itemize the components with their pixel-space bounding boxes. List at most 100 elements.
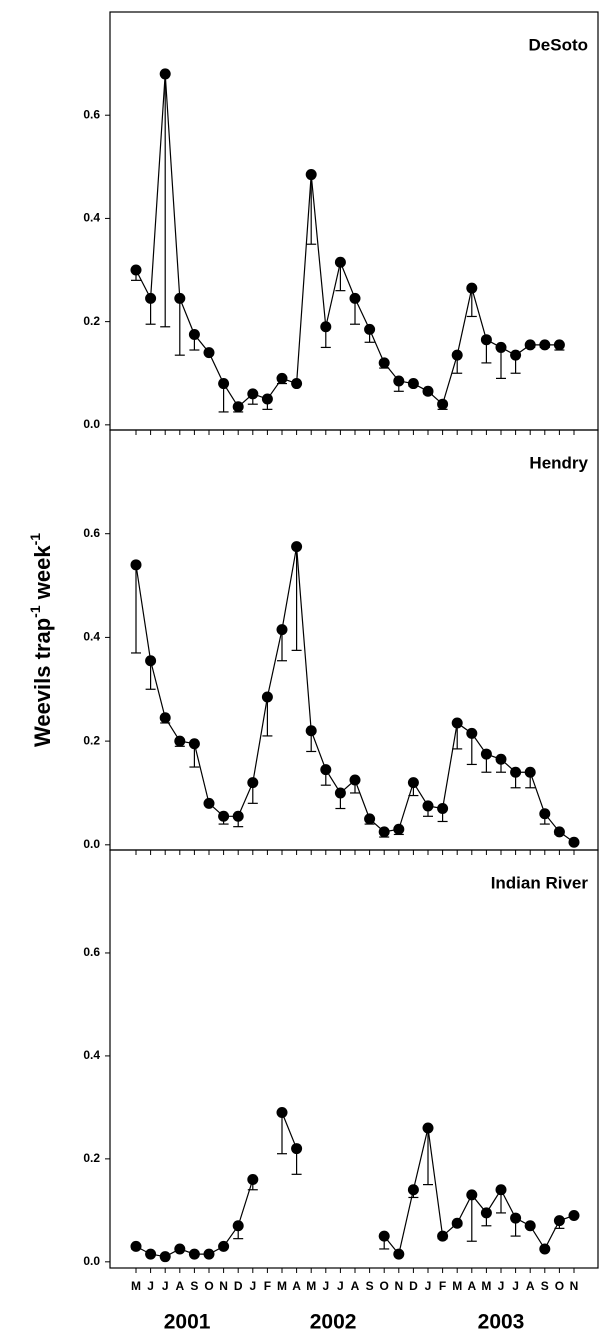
x-tick-label: M — [277, 1279, 287, 1293]
y-axis-title: Weevils trap-1 week-1 — [27, 533, 55, 747]
x-tick-label: J — [337, 1279, 344, 1293]
marker — [393, 823, 405, 835]
marker — [422, 1122, 434, 1134]
x-tick-label: S — [190, 1279, 198, 1293]
error-bar — [262, 697, 273, 737]
marker — [174, 735, 186, 747]
y-tick-label: 0.6 — [83, 945, 100, 959]
x-tick-label: A — [351, 1279, 360, 1293]
marker — [378, 357, 390, 369]
marker — [495, 1184, 507, 1196]
superscript: -1 — [27, 533, 43, 546]
y-tick-label: 0.4 — [83, 1048, 100, 1062]
marker — [188, 1248, 200, 1260]
marker — [305, 169, 317, 181]
x-tick-label: F — [264, 1279, 271, 1293]
marker — [159, 1251, 171, 1263]
x-tick-label: D — [234, 1279, 243, 1293]
x-tick-label: A — [467, 1279, 476, 1293]
marker — [203, 797, 215, 809]
marker — [466, 727, 478, 739]
marker — [247, 388, 259, 400]
marker — [480, 748, 492, 760]
marker — [466, 282, 478, 294]
marker — [218, 378, 230, 390]
marker — [261, 393, 273, 405]
panel-title: Hendry — [529, 453, 588, 472]
marker — [174, 292, 186, 304]
y-tick-label: 0.0 — [83, 417, 100, 431]
marker — [247, 1173, 259, 1185]
panel-title: DeSoto — [529, 35, 589, 54]
x-tick-label: O — [555, 1279, 564, 1293]
x-tick-label: O — [204, 1279, 213, 1293]
y-tick-label: 0.4 — [83, 630, 100, 644]
marker — [568, 1209, 580, 1221]
error-bar — [174, 298, 185, 356]
marker — [291, 541, 303, 553]
marker — [407, 1184, 419, 1196]
marker — [539, 339, 551, 351]
marker — [378, 826, 390, 838]
marker — [218, 810, 230, 822]
error-bar — [306, 174, 317, 245]
y-tick-label: 0.2 — [83, 314, 100, 328]
marker — [451, 717, 463, 729]
marker — [539, 808, 551, 820]
marker — [203, 1248, 215, 1260]
y-tick-label: 0.6 — [83, 526, 100, 540]
error-bar — [466, 1194, 477, 1242]
marker — [553, 1215, 565, 1227]
marker — [407, 777, 419, 789]
marker — [466, 1189, 478, 1201]
series-line — [135, 73, 560, 408]
y-tick-label: 0.0 — [83, 1254, 100, 1268]
marker — [437, 803, 449, 815]
superscript: -1 — [27, 605, 43, 618]
y-tick-label: 0.2 — [83, 733, 100, 747]
marker — [203, 347, 215, 359]
marker — [334, 256, 346, 268]
marker — [159, 68, 171, 80]
marker — [437, 1230, 449, 1242]
marker — [378, 1230, 390, 1242]
y-tick-label: 0.2 — [83, 1151, 100, 1165]
marker — [349, 774, 361, 786]
marker — [291, 1143, 303, 1155]
marker — [247, 777, 259, 789]
marker — [553, 826, 565, 838]
x-tick-label: J — [425, 1279, 432, 1293]
x-tick-label: A — [526, 1279, 535, 1293]
x-tick-label: S — [366, 1279, 374, 1293]
year-label: 2003 — [478, 1311, 525, 1334]
marker — [130, 1240, 142, 1252]
error-bar — [291, 546, 302, 651]
x-tick-label: O — [380, 1279, 389, 1293]
x-tick-label: N — [394, 1279, 403, 1293]
x-tick-label: S — [541, 1279, 549, 1293]
marker — [364, 323, 376, 335]
x-tick-label: A — [175, 1279, 184, 1293]
error-bar — [131, 564, 141, 654]
marker — [393, 375, 405, 387]
marker — [145, 1248, 157, 1260]
marker — [174, 1243, 186, 1255]
marker — [451, 1217, 463, 1229]
panel-title: Indian River — [491, 873, 589, 892]
marker — [276, 372, 288, 384]
x-tick-label: J — [147, 1279, 154, 1293]
marker — [320, 764, 332, 776]
marker — [145, 655, 157, 667]
marker — [159, 712, 171, 724]
error-bar — [423, 1127, 433, 1186]
marker — [218, 1240, 230, 1252]
x-tick-label: F — [439, 1279, 446, 1293]
marker — [188, 329, 200, 341]
marker — [539, 1243, 551, 1255]
year-label: 2002 — [310, 1311, 357, 1334]
marker — [130, 264, 142, 276]
marker — [407, 378, 419, 390]
x-tick-label: D — [409, 1279, 418, 1293]
plot-frame — [109, 429, 599, 851]
